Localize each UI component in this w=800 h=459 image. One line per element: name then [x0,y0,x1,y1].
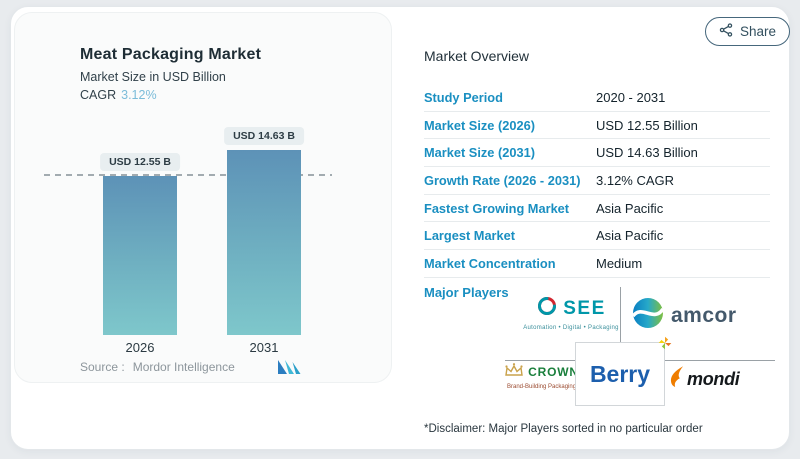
player-logo-mondi: mondi [670,365,740,393]
berry-spark-icon [658,336,672,350]
bar-2026 [103,176,177,335]
amcor-wordmark: amcor [671,303,737,327]
mondi-flame-icon [670,365,685,393]
overview-row-label: Fastest Growing Market [424,200,570,216]
overview-row-4: Fastest Growing Market Asia Pacific [424,195,770,223]
crown-tagline: Brand-Building Packaging™ [507,384,583,390]
cagr-value: 3.12% [121,88,157,102]
overview-row-label: Market Size (2026) [424,117,535,133]
player-logo-berry: Berry [575,336,672,406]
mordor-intelligence-logo-icon [277,359,302,380]
overview-row-label: Market Concentration [424,255,556,271]
bar-value-label-2026: USD 12.55 B [100,153,180,171]
chart-cagr-line: CAGR 3.12% [80,88,157,102]
player-logo-crown: CROWN Brand-Building Packaging™ [505,362,583,390]
source-value: Mordor Intelligence [132,360,235,374]
overview-row-3: Growth Rate (2026 - 2031) 3.12% CAGR [424,167,770,195]
market-overview-table: Study Period 2020 - 2031 Market Size (2026… [424,84,770,278]
overview-row-label: Study Period [424,89,503,105]
see-logo-row: SEE [521,295,621,322]
chart-panel [14,12,392,383]
overview-row-value: Asia Pacific [596,228,664,244]
axis-label-2026: 2026 [125,340,155,355]
major-players-grid: SEE Automation • Digital • Packaging amc… [505,283,775,409]
bar-value-label-2031: USD 14.63 B [224,127,304,145]
overview-row-label: Growth Rate (2026 - 2031) [424,172,581,188]
overview-row-value: Asia Pacific [596,200,664,216]
major-players-label: Major Players [424,285,509,300]
see-ring-icon [536,295,558,322]
share-button-label: Share [740,24,777,39]
players-disclaimer: *Disclaimer: Major Players sorted in no … [424,423,703,435]
source-label: Source : [80,360,125,374]
market-overview-heading: Market Overview [424,48,530,64]
bar-chart: USD 12.55 B 2026 USD 14.63 B 2031 [14,12,392,355]
overview-row-value: USD 14.63 Billion [596,145,698,161]
overview-row-value: 3.12% CAGR [596,172,675,188]
bar-2031 [227,150,301,335]
axis-label-2031: 2031 [249,340,279,355]
berry-wordmark: Berry [589,360,651,387]
crown-icon [503,362,525,382]
overview-row-0: Study Period 2020 - 2031 [424,84,770,112]
share-icon [719,23,733,40]
overview-row-value: 2020 - 2031 [596,89,666,105]
cagr-label: CAGR [80,88,117,102]
source-line: Source : Mordor Intelligence [80,360,235,374]
see-wordmark: SEE [563,297,606,319]
chart-title: Meat Packaging Market [80,46,262,63]
player-logo-see: SEE Automation • Digital • Packaging [521,295,621,331]
overview-row-label: Market Size (2031) [424,145,535,161]
overview-row-value: USD 12.55 Billion [596,117,698,133]
overview-row-1: Market Size (2026) USD 12.55 Billion [424,112,770,140]
crown-logo-row: CROWN [505,362,578,382]
amcor-swirl-icon [631,296,665,335]
player-logo-amcor: amcor [631,296,737,335]
see-tagline: Automation • Digital • Packaging [523,325,619,331]
chart-subtitle: Market Size in USD Billion [80,70,226,84]
overview-row-5: Largest Market Asia Pacific [424,222,770,251]
crown-wordmark: CROWN [528,365,579,379]
overview-row-value: Medium [596,255,643,271]
overview-row-6: Market Concentration Medium [424,250,770,278]
overview-row-2: Market Size (2031) USD 14.63 Billion [424,139,770,168]
players-vertical-divider [620,287,621,342]
mondi-wordmark: mondi [687,368,740,389]
share-button[interactable]: Share [705,17,791,46]
overview-row-label: Largest Market [424,228,516,244]
reference-dashed-line [44,174,332,176]
